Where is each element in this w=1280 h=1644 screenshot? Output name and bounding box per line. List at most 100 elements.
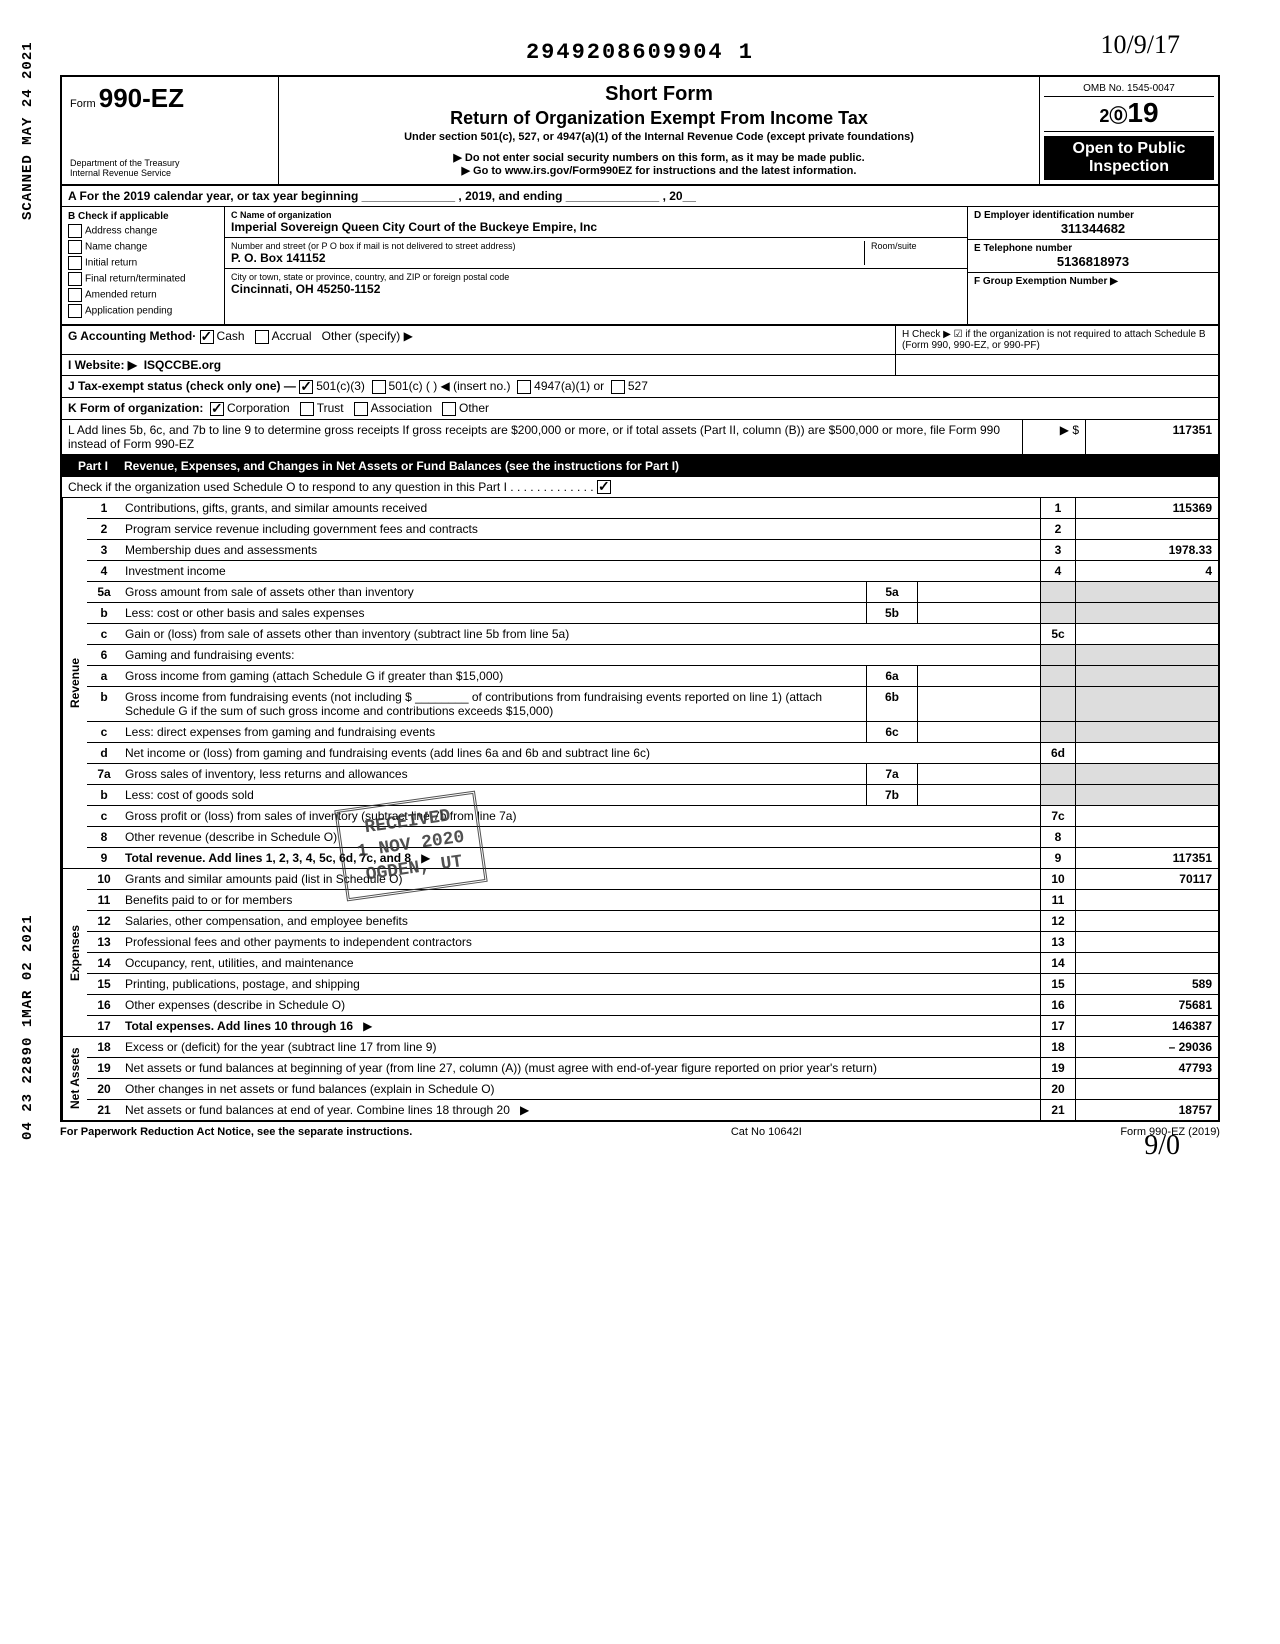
line-6b-miniamt xyxy=(918,687,1040,721)
line-5a-miniamt xyxy=(918,582,1040,602)
line-6c-num: c xyxy=(87,722,121,742)
line-1-desc: Contributions, gifts, grants, and simila… xyxy=(121,498,1040,518)
line-21-desc: Net assets or fund balances at end of ye… xyxy=(121,1100,1040,1120)
line-21-box: 21 xyxy=(1040,1100,1075,1120)
check-527[interactable] xyxy=(611,380,625,394)
line-2-box: 2 xyxy=(1040,519,1075,539)
line-17-desc: Total expenses. Add lines 10 through 16 … xyxy=(121,1016,1040,1036)
line-6a-greyamt xyxy=(1075,666,1218,686)
line-5b-greyamt xyxy=(1075,603,1218,623)
h-schedule-b: H Check ▶ ☑ if the organization is not r… xyxy=(896,326,1218,354)
irs-website-note: ▶ Go to www.irs.gov/Form990EZ for instru… xyxy=(289,164,1029,177)
check-final-return[interactable]: Final return/terminated xyxy=(68,272,218,286)
page-footer: For Paperwork Reduction Act Notice, see … xyxy=(60,1122,1220,1142)
line-7a-greybox xyxy=(1040,764,1075,784)
check-initial-return[interactable]: Initial return xyxy=(68,256,218,270)
b-label: B Check if applicable xyxy=(68,211,218,222)
line-9-desc: Total revenue. Add lines 1, 2, 3, 4, 5c,… xyxy=(121,848,1040,868)
line-2-desc: Program service revenue including govern… xyxy=(121,519,1040,539)
line-11-desc: Benefits paid to or for members xyxy=(121,890,1040,910)
check-other-org[interactable] xyxy=(442,402,456,416)
i-website: I Website: ▶ ISQCCBE.org xyxy=(62,355,896,375)
line-14-amt xyxy=(1075,953,1218,973)
line-13-box: 13 xyxy=(1040,932,1075,952)
line-6a-desc: Gross income from gaming (attach Schedul… xyxy=(121,666,866,686)
c-name-label: C Name of organization xyxy=(231,210,961,220)
l-gross-receipts: L Add lines 5b, 6c, and 7b to line 9 to … xyxy=(62,420,1023,454)
line-3-desc: Membership dues and assessments xyxy=(121,540,1040,560)
line-7a-num: 7a xyxy=(87,764,121,784)
omb-number: OMB No. 1545-0047 xyxy=(1044,81,1214,97)
line-6b-num: b xyxy=(87,687,121,721)
line-2-num: 2 xyxy=(87,519,121,539)
ein-value: 311344682 xyxy=(974,221,1212,236)
line-16-num: 16 xyxy=(87,995,121,1015)
treasury-dept-label: Department of the Treasury Internal Reve… xyxy=(70,158,270,178)
line-13-amt xyxy=(1075,932,1218,952)
line-20-num: 20 xyxy=(87,1079,121,1099)
l-value: 117351 xyxy=(1086,420,1218,454)
open-to-public-badge: Open to Public Inspection xyxy=(1044,136,1214,180)
line-6c-minibox: 6c xyxy=(866,722,918,742)
line-7c-box: 7c xyxy=(1040,806,1075,826)
check-cash[interactable] xyxy=(200,330,214,344)
line-6c-desc: Less: direct expenses from gaming and fu… xyxy=(121,722,866,742)
line-15-num: 15 xyxy=(87,974,121,994)
line-6c-greyamt xyxy=(1075,722,1218,742)
footer-left: For Paperwork Reduction Act Notice, see … xyxy=(60,1126,412,1138)
line-5a-minibox: 5a xyxy=(866,582,918,602)
check-corporation[interactable] xyxy=(210,402,224,416)
line-6b-greyamt xyxy=(1075,687,1218,721)
ssn-warning: ▶ Do not enter social security numbers o… xyxy=(289,151,1029,164)
line-7b-greyamt xyxy=(1075,785,1218,805)
line-4-num: 4 xyxy=(87,561,121,581)
line-16-desc: Other expenses (describe in Schedule O) xyxy=(121,995,1040,1015)
line-7c-num: c xyxy=(87,806,121,826)
check-4947a1[interactable] xyxy=(517,380,531,394)
check-trust[interactable] xyxy=(300,402,314,416)
check-association[interactable] xyxy=(354,402,368,416)
line-7a-miniamt xyxy=(918,764,1040,784)
check-application-pending[interactable]: Application pending xyxy=(68,304,218,318)
phone-value: 5136818973 xyxy=(974,254,1212,269)
check-501c[interactable] xyxy=(372,380,386,394)
check-accrual[interactable] xyxy=(255,330,269,344)
line-6d-amt xyxy=(1075,743,1218,763)
line-1-num: 1 xyxy=(87,498,121,518)
line-6-greybox xyxy=(1040,645,1075,665)
line-19-num: 19 xyxy=(87,1058,121,1078)
scan-date-stamp: SCANNED MAY 24 2021 xyxy=(20,41,36,220)
line-3-num: 3 xyxy=(87,540,121,560)
form-header: Form 990-EZ Department of the Treasury I… xyxy=(60,75,1220,186)
handwritten-annotation-top: 10/9/17 xyxy=(1101,30,1180,60)
line-9-num: 9 xyxy=(87,848,121,868)
line-5a-greybox xyxy=(1040,582,1075,602)
line-7b-num: b xyxy=(87,785,121,805)
line-12-desc: Salaries, other compensation, and employ… xyxy=(121,911,1040,931)
check-name-change[interactable]: Name change xyxy=(68,240,218,254)
check-501c3[interactable] xyxy=(299,380,313,394)
line-6-desc: Gaming and fundraising events: xyxy=(121,645,1040,665)
line-5a-num: 5a xyxy=(87,582,121,602)
line-14-box: 14 xyxy=(1040,953,1075,973)
line-15-box: 15 xyxy=(1040,974,1075,994)
check-address-change[interactable]: Address change xyxy=(68,224,218,238)
line-18-amt: – 29036 xyxy=(1075,1037,1218,1057)
line-4-box: 4 xyxy=(1040,561,1075,581)
line-20-desc: Other changes in net assets or fund bala… xyxy=(121,1079,1040,1099)
line-10-num: 10 xyxy=(87,869,121,889)
line-4-amt: 4 xyxy=(1075,561,1218,581)
line-11-num: 11 xyxy=(87,890,121,910)
line-8-box: 8 xyxy=(1040,827,1075,847)
line-6d-box: 6d xyxy=(1040,743,1075,763)
website-value: ISQCCBE.org xyxy=(144,358,221,372)
scan-date-stamp-2: 04 23 22890 1MAR 02 2021 xyxy=(20,914,36,1140)
org-name: Imperial Sovereign Queen City Court of t… xyxy=(231,220,961,234)
part-1-title: Revenue, Expenses, and Changes in Net As… xyxy=(116,459,1210,473)
d-label: D Employer identification number xyxy=(974,210,1212,221)
check-amended-return[interactable]: Amended return xyxy=(68,288,218,302)
line-1-amt: 115369 xyxy=(1075,498,1218,518)
check-schedule-o[interactable] xyxy=(597,480,611,494)
k-form-of-org: K Form of organization: Corporation Trus… xyxy=(62,398,1218,419)
form-title: Return of Organization Exempt From Incom… xyxy=(289,108,1029,129)
